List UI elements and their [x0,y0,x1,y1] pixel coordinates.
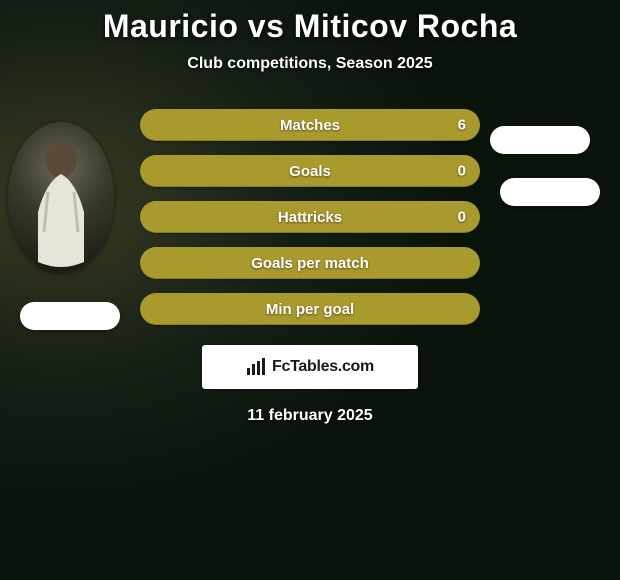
stat-row-goals: Goals 0 [140,155,480,187]
stat-value: 6 [458,117,466,134]
subtitle: Club competitions, Season 2025 [0,55,620,73]
chart-icon [246,358,266,376]
brand-badge: FcTables.com [202,345,418,389]
stat-label: Matches [280,117,340,134]
stat-label: Hattricks [278,209,342,226]
stat-row-goals-per-match: Goals per match [140,247,480,279]
stat-label: Min per goal [266,301,354,318]
stat-value: 0 [458,209,466,226]
stat-row-hattricks: Hattricks 0 [140,201,480,233]
stat-label: Goals per match [251,255,369,272]
brand-text: FcTables.com [272,358,374,376]
stats-container: Matches 6 Goals 0 Hattricks 0 Goals per … [0,109,620,325]
stat-row-min-per-goal: Min per goal [140,293,480,325]
stat-value: 0 [458,163,466,180]
stat-label: Goals [289,163,331,180]
page-title: Mauricio vs Miticov Rocha [0,8,620,45]
date-text: 11 february 2025 [0,407,620,425]
stat-row-matches: Matches 6 [140,109,480,141]
